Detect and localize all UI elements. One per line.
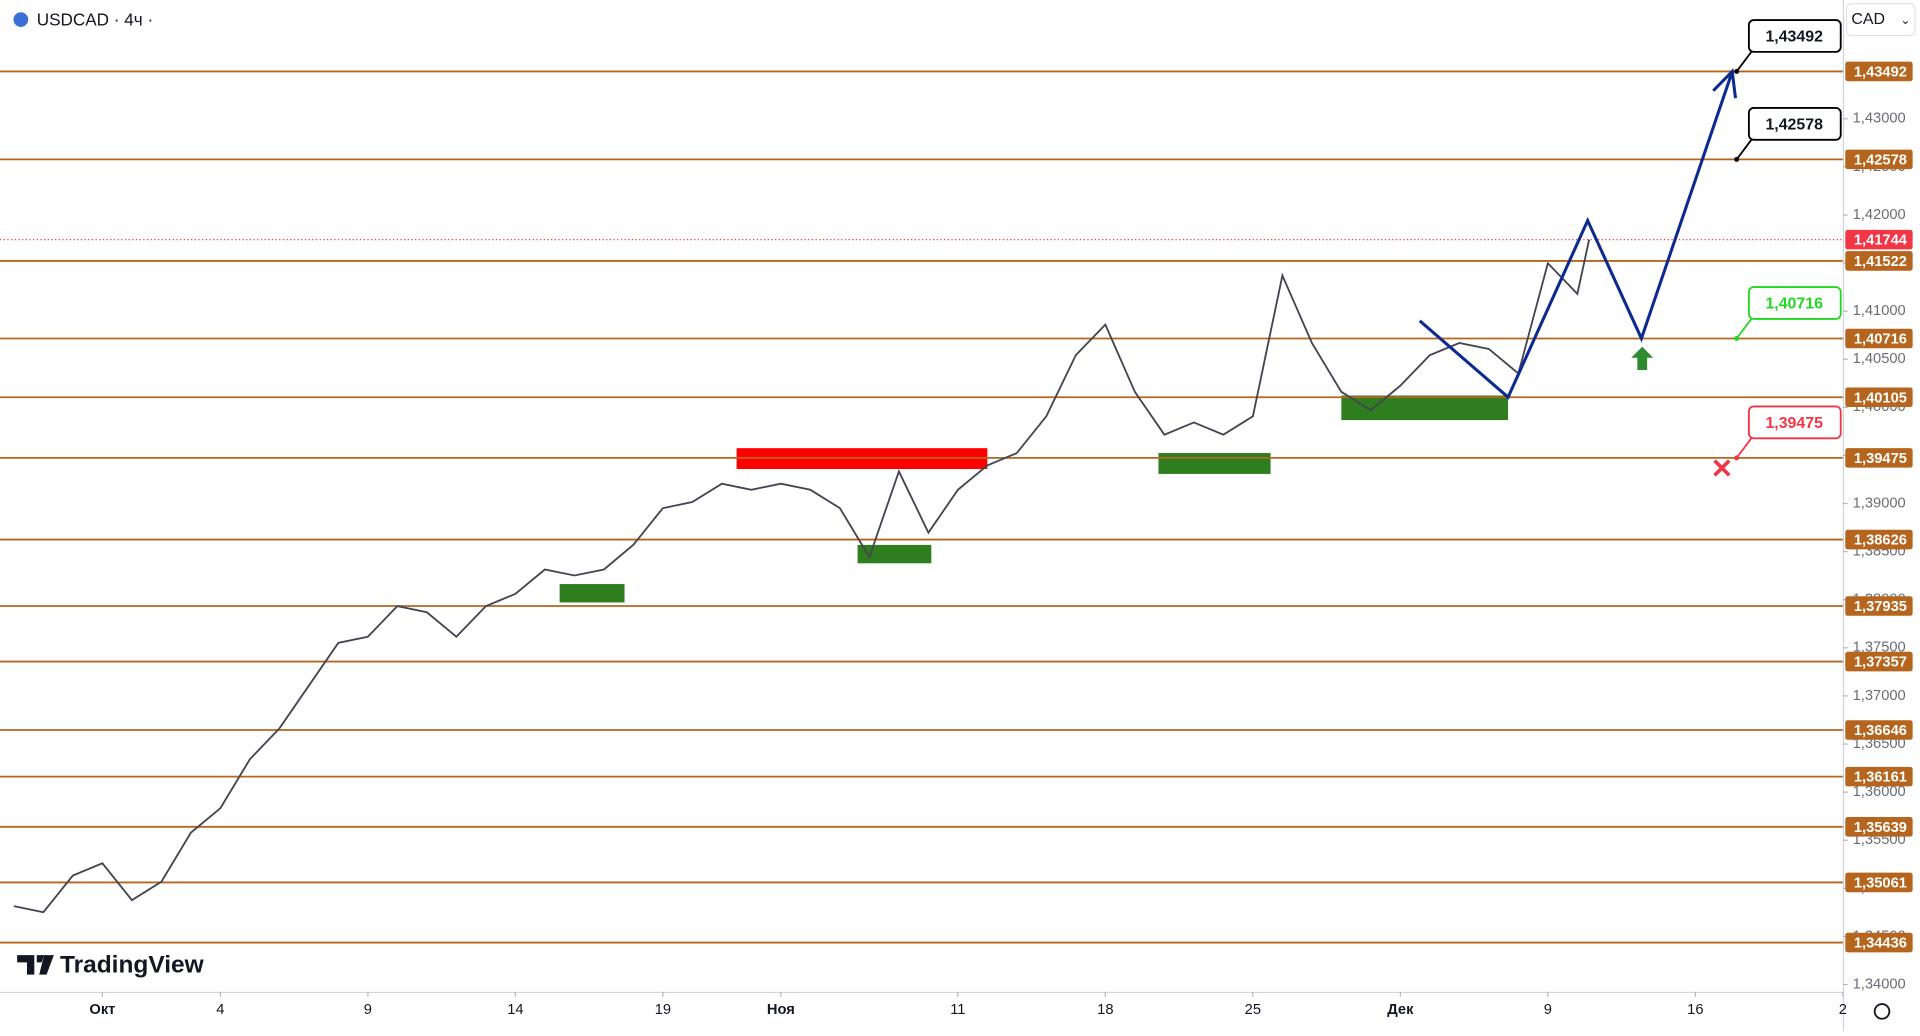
symbol-title: USDCAD · 4ч · (37, 9, 153, 29)
level-badge (1845, 932, 1913, 953)
y-tick-label: 1,43000 (1853, 111, 1906, 127)
y-tick-label: 1,39000 (1853, 495, 1906, 511)
y-tick-label: 1,34000 (1853, 976, 1906, 992)
level-badge-label: 1,37935 (1854, 599, 1907, 615)
x-tick-label: 18 (1097, 1002, 1113, 1018)
level-badge (1845, 872, 1913, 893)
level-badge (1845, 651, 1913, 672)
currency-button[interactable] (1845, 3, 1916, 37)
x-tick-label: 9 (364, 1002, 372, 1018)
callout-connector (1735, 318, 1753, 340)
x-tick-label: Ноя (767, 1002, 795, 1018)
x-tick-label: 9 (1544, 1002, 1552, 1018)
callout-connector (1735, 51, 1753, 73)
level-badge (1845, 387, 1913, 408)
level-badge-label: 1,38626 (1854, 533, 1907, 549)
x-tick-label: Дек (1387, 1002, 1414, 1018)
x-tick-label: 16 (1687, 1002, 1703, 1018)
callout-box (1747, 107, 1842, 141)
level-badge-label: 1,39475 (1854, 451, 1907, 467)
zone (1341, 395, 1509, 421)
zone (1158, 453, 1271, 474)
callout-label: 1,42578 (1765, 116, 1823, 133)
sell-cross (1713, 459, 1731, 477)
level-badge-label: 1,40105 (1854, 390, 1907, 406)
price-line (13, 239, 1591, 914)
buy-arrow (1631, 346, 1654, 371)
y-tick-label: 1,40500 (1853, 351, 1906, 367)
current-price-label: 1,41744 (1854, 233, 1908, 249)
level-badge-label: 1,34436 (1854, 936, 1907, 952)
logo-mark (17, 955, 54, 975)
level-badge (1845, 251, 1913, 271)
level-badge-label: 1,36161 (1854, 770, 1907, 786)
callout-box (1747, 19, 1842, 53)
x-tick-label: 19 (655, 1002, 671, 1018)
x-tick-label: 2 (1839, 1002, 1847, 1018)
level-badge (1845, 817, 1913, 837)
level-badge (1845, 328, 1913, 349)
level-badge-label: 1,35639 (1854, 820, 1907, 836)
level-badge-label: 1,36646 (1854, 723, 1907, 739)
callout-label: 1,39475 (1765, 415, 1823, 432)
plot-area: 1,340001,345001,350001,355001,360001,365… (0, 19, 1913, 1018)
y-tick-label: 1,36500 (1853, 736, 1906, 752)
callout-connector (1735, 139, 1753, 160)
zone (559, 584, 625, 603)
x-tick-label: 25 (1245, 1002, 1261, 1018)
level-badge (1845, 149, 1913, 170)
level-badge (1845, 448, 1913, 468)
y-tick-label: 1,41000 (1853, 303, 1906, 319)
y-tick-label: 1,36000 (1853, 784, 1906, 800)
level-badge-label: 1,37357 (1854, 655, 1907, 671)
currency-caret[interactable]: ⌄ (1900, 13, 1910, 27)
currency-label[interactable]: CAD (1851, 11, 1885, 28)
x-tick-label: 11 (950, 1002, 965, 1018)
y-tick-label: 1,37000 (1853, 688, 1906, 704)
level-badge (1845, 529, 1913, 550)
watermark: TradingView (60, 952, 205, 979)
callout-box (1747, 405, 1842, 440)
level-badge (1845, 720, 1913, 740)
current-price-badge (1845, 229, 1913, 250)
x-tick-label: Окт (89, 1002, 115, 1018)
callout-box (1747, 286, 1842, 320)
level-badge-label: 1,43492 (1854, 65, 1907, 81)
level-badge (1845, 766, 1913, 787)
level-badge-label: 1,41522 (1854, 254, 1907, 270)
forecast-path (1418, 71, 1734, 400)
level-badge (1845, 596, 1913, 616)
x-tick-label: 4 (216, 1002, 224, 1018)
zone (857, 544, 932, 564)
level-badge-label: 1,42578 (1854, 152, 1907, 168)
callout-label: 1,40716 (1765, 295, 1823, 312)
y-tick-label: 1,42000 (1853, 207, 1906, 223)
symbol-flag (13, 12, 29, 27)
level-badge (1845, 61, 1913, 82)
settings-button[interactable] (1873, 1003, 1891, 1020)
tv-logo: TradingView (17, 952, 205, 979)
x-tick-label: 14 (507, 1002, 523, 1018)
level-badge-label: 1,35061 (1854, 876, 1907, 892)
y-tick-label: 1,37500 (1853, 640, 1906, 656)
callout-connector (1735, 437, 1753, 459)
level-badge-label: 1,40716 (1854, 332, 1907, 348)
forecast-arrowhead (1712, 68, 1738, 99)
callout-label: 1,43492 (1765, 28, 1823, 45)
